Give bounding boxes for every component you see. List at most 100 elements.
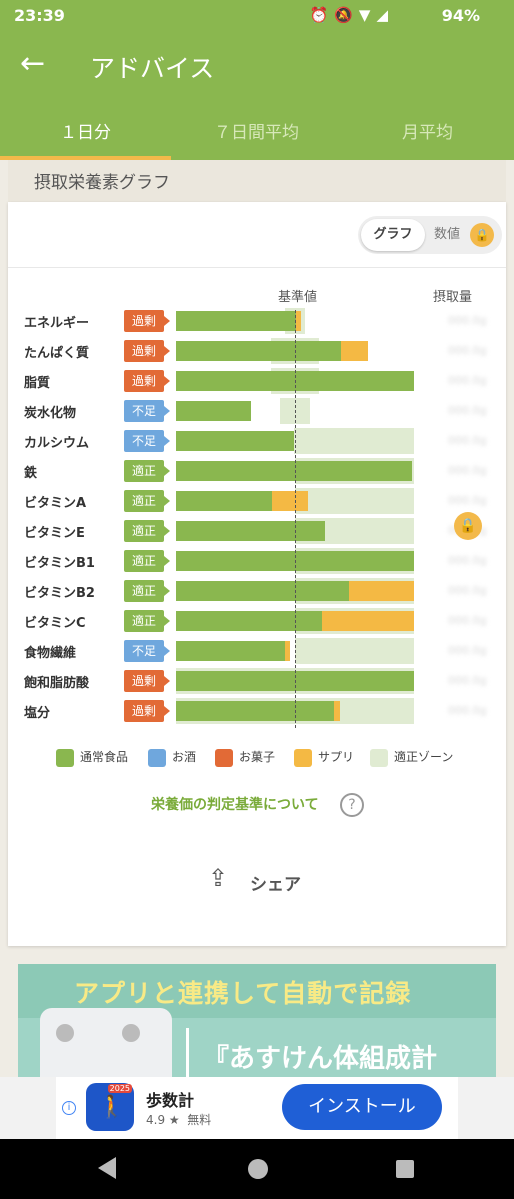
legend-label: お酒 [172,750,197,764]
nutrient-row: エネルギー 過剰 000.0g [8,308,506,334]
proper-zone-bar [295,488,414,514]
criteria-link[interactable]: 栄養価の判定基準について [151,797,319,813]
proper-zone-bar [295,638,414,664]
nav-recents-icon[interactable] [396,1160,414,1178]
ad-bar: i 2025 🚶 歩数計 4.9 ★ 無料 インストール [0,1077,514,1139]
walker-icon: 🚶 [98,1095,126,1120]
locked-amount-value: 000.0g [448,614,487,627]
proper-zone-bar [279,398,311,424]
supplement-bar [334,701,341,721]
mute-icon: 🔕 [334,6,359,24]
locked-amount-value: 000.0g [448,554,487,567]
locked-amount-value: 000.0g [448,704,487,717]
judgement-badge: 過剰 [124,670,170,692]
nutrient-label: 塩分 [24,706,51,721]
nutrient-row: 鉄 適正 000.0g [8,458,506,484]
nutrient-row: 脂質 過剰 000.0g [8,368,506,394]
back-arrow-icon[interactable]: ← [20,46,46,81]
locked-amount-value: 000.0g [448,404,487,417]
nutrient-label: ビタミンB1 [24,556,95,571]
nutrient-row: 飽和脂肪酸 過剰 000.0g [8,668,506,694]
scale-device-image [40,1008,172,1078]
locked-amount-value: 000.0g [448,434,487,447]
nutrient-label: ビタミンA [24,496,87,511]
nutrient-row: ビタミンB1 適正 000.0g [8,548,506,574]
nutrient-row: ビタミンC 適正 000.0g [8,608,506,634]
legend-swatch [56,748,74,767]
nutrient-row: カルシウム 不足 000.0g [8,428,506,454]
legend-label: サプリ [318,750,355,764]
nutrient-label: たんぱく質 [24,346,90,361]
supplement-bar [348,581,414,601]
pedometer-app-icon[interactable]: 2025 🚶 [86,1083,134,1131]
judgement-badge: 適正 [124,490,170,512]
tab-monthly-average[interactable]: 月平均 [402,123,453,143]
promo-banner[interactable]: アプリと連携して自動で記録 『あすけん体組成計 [18,964,496,1078]
battery-level: 94% [441,6,480,25]
regular-food-bar [176,431,294,451]
legend-item-supplements: サプリ [294,748,354,767]
supplement-bar [341,341,368,361]
ad-info-icon[interactable]: i [62,1101,76,1115]
install-button[interactable]: インストール [282,1084,442,1130]
chart-lock-icon[interactable]: 🔒 [454,512,482,540]
tab-one-day[interactable]: １日分 [60,123,111,143]
locked-amount-value: 000.0g [448,374,487,387]
tab-indicator [0,156,171,160]
locked-amount-value: 000.0g [448,464,487,477]
ad-app-name[interactable]: 歩数計 [146,1091,195,1110]
locked-amount-value: 000.0g [448,494,487,507]
proper-zone-bar [293,428,414,454]
judgement-badge: 過剰 [124,310,170,332]
alarm-icon: ⏰ [309,6,335,24]
banner-headline: アプリと連携して自動で記録 [74,979,412,1008]
lock-icon: 🔒 [470,223,494,247]
legend-swatch [370,748,388,767]
toggle-value-button[interactable]: 数値 [434,227,461,242]
legend-swatch [148,748,166,767]
supplement-bar [296,311,301,331]
app-bar: ← アドバイス １日分 ７日間平均 月平均 [0,32,514,160]
ad-meta: 4.9 ★ 無料 [146,1111,211,1128]
nav-back-icon[interactable] [98,1157,116,1179]
locked-amount-value: 000.0g [448,644,487,657]
regular-food-bar [176,521,325,541]
locked-amount-value: 000.0g [448,674,487,687]
status-time: 23:39 [14,6,65,25]
tab-seven-day-average[interactable]: ７日間平均 [214,123,299,143]
app-year-badge: 2025 [107,1084,132,1093]
page-title: アドバイス [90,54,215,83]
toggle-graph-button[interactable]: グラフ [361,219,425,251]
judgement-badge: 適正 [124,520,170,542]
legend-item-snacks: お菓子 [215,748,275,767]
device-dot [122,1024,140,1042]
amount-header: 摂取量 [433,290,473,305]
help-icon[interactable]: ? [340,793,364,817]
device-dot [56,1024,74,1042]
regular-food-bar [176,311,297,331]
supplement-bar [272,491,309,511]
judgement-badge: 不足 [124,640,170,662]
legend-item-regular-food: 通常食品 [56,748,128,767]
judgement-badge: 不足 [124,400,170,422]
regular-food-bar [176,581,349,601]
divider [8,267,506,268]
nav-home-icon[interactable] [248,1159,268,1179]
nutrient-row: たんぱく質 過剰 000.0g [8,338,506,364]
nutrient-row: 塩分 過剰 000.0g [8,698,506,724]
nutrient-label: エネルギー [24,316,90,331]
reference-header: 基準値 [278,290,318,305]
legend-label: 通常食品 [80,750,129,764]
supplement-bar [285,641,291,661]
regular-food-bar [176,461,412,481]
legend-item-alcohol: お酒 [148,748,196,767]
regular-food-bar [176,341,342,361]
regular-food-bar [176,611,323,631]
share-button[interactable]: ⇪ シェア [208,864,318,898]
banner-subtitle-box: 『あすけん体組成計 [186,1028,496,1078]
view-toggle[interactable]: グラフ 数値 🔒 [358,216,502,254]
section-header: 摂取栄養素グラフ [8,160,506,202]
nutrient-label: ビタミンE [24,526,85,541]
nutrient-label: 炭水化物 [24,406,77,421]
judgement-badge: 適正 [124,550,170,572]
